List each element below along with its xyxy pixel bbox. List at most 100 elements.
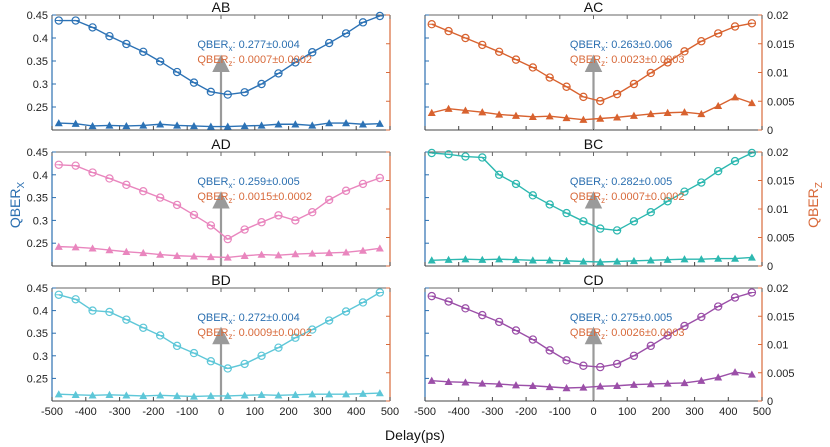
data-point-triangle bbox=[139, 121, 148, 129]
y-tick-label-right: 0.015 bbox=[767, 311, 795, 323]
data-point-triangle bbox=[325, 248, 334, 257]
data-point-triangle bbox=[714, 254, 723, 262]
data-point-triangle bbox=[731, 368, 740, 376]
data-point-triangle bbox=[240, 121, 249, 130]
panel-title: BD bbox=[211, 272, 230, 288]
data-point-triangle bbox=[478, 108, 487, 116]
data-point-triangle bbox=[747, 98, 756, 107]
data-point-triangle bbox=[562, 256, 571, 265]
data-point-triangle bbox=[680, 378, 689, 387]
x-tick-label: -300 bbox=[109, 406, 131, 418]
x-tick-label: 300 bbox=[313, 406, 331, 418]
y-tick-label-left: 0.3 bbox=[33, 351, 48, 363]
data-point-triangle bbox=[375, 119, 384, 127]
data-point-triangle bbox=[223, 253, 232, 261]
data-point-triangle bbox=[54, 119, 63, 127]
data-point-triangle bbox=[579, 383, 588, 391]
data-point-triangle bbox=[562, 113, 571, 122]
x-axis-label: Delay(ps) bbox=[385, 427, 445, 443]
data-point-triangle bbox=[495, 380, 504, 388]
data-point-triangle bbox=[461, 255, 470, 263]
x-tick-label: 500 bbox=[753, 406, 771, 418]
data-point-triangle bbox=[156, 120, 165, 128]
data-point-triangle bbox=[511, 255, 520, 263]
data-point-triangle bbox=[189, 252, 198, 260]
data-point-triangle bbox=[511, 111, 520, 119]
data-point-triangle bbox=[105, 246, 114, 254]
y-axis-label-left-main: QBER bbox=[7, 188, 23, 228]
panel-title: AD bbox=[211, 136, 230, 152]
y-tick-label-left: 0.3 bbox=[33, 79, 48, 91]
data-point-triangle bbox=[71, 390, 80, 398]
data-point-triangle bbox=[257, 121, 266, 129]
data-point-triangle bbox=[342, 390, 351, 398]
annotation-qber-x: QBERx: 0.275±0.005 bbox=[570, 312, 672, 326]
y-axis-label-left: QBERX bbox=[7, 181, 27, 228]
x-tick-label: -500 bbox=[414, 406, 436, 418]
x-tick-label: 100 bbox=[618, 406, 636, 418]
data-point-triangle bbox=[105, 121, 114, 129]
y-tick-label-right: 0 bbox=[767, 125, 773, 137]
panel-ac: 0 0.005 0.01 0.015 0.02 AC QBERx: 0.263±0.006Q… bbox=[424, 0, 795, 137]
panel-bd: -500 -400 -300 -200 -100 0 100 200 300 400 500 0.25… bbox=[27, 272, 400, 418]
data-point-triangle bbox=[342, 248, 351, 256]
panel-title: BC bbox=[584, 136, 603, 152]
data-point-triangle bbox=[579, 115, 588, 123]
series-line-right bbox=[58, 122, 380, 128]
y-tick-label-right: 0.005 bbox=[767, 233, 795, 245]
y-tick-label-right: 0.02 bbox=[767, 10, 788, 22]
annotation-qber-z: QBERz: 0.0023±0.0003 bbox=[570, 54, 685, 68]
data-point-triangle bbox=[206, 391, 215, 400]
x-tick-label: 300 bbox=[685, 406, 703, 418]
data-point-triangle bbox=[663, 108, 672, 116]
series-line-right bbox=[431, 96, 753, 121]
data-point-triangle bbox=[122, 247, 131, 255]
data-point-triangle bbox=[291, 390, 300, 398]
annotation-qber-x: QBERx: 0.282±0.005 bbox=[570, 176, 672, 190]
annotation-qber-x: QBERx: 0.259±0.005 bbox=[197, 176, 299, 190]
data-point-triangle bbox=[375, 389, 384, 397]
data-point-triangle bbox=[697, 255, 706, 263]
x-tick-label: 0 bbox=[218, 406, 224, 418]
panel-title: AC bbox=[584, 0, 603, 15]
data-point-triangle bbox=[308, 121, 317, 129]
data-point-triangle bbox=[274, 251, 283, 259]
y-tick-label-right: 0.02 bbox=[767, 147, 788, 159]
y-tick-label-right: 0.005 bbox=[767, 96, 795, 108]
data-point-triangle bbox=[375, 244, 384, 252]
data-point-triangle bbox=[54, 390, 63, 398]
x-tick-label: 200 bbox=[652, 406, 670, 418]
data-point-triangle bbox=[88, 391, 97, 399]
data-point-triangle bbox=[173, 391, 182, 400]
annotation-qber-z: QBERz: 0.0026±0.0003 bbox=[570, 327, 685, 341]
y-tick-label-left: 0.25 bbox=[27, 238, 48, 250]
data-point-triangle bbox=[629, 111, 638, 119]
data-point-triangle bbox=[646, 256, 655, 264]
data-point-triangle bbox=[461, 378, 470, 386]
y-tick-label-right: 0.02 bbox=[767, 283, 788, 295]
y-tick-label-right: 0.005 bbox=[767, 368, 795, 380]
panel-title: AB bbox=[212, 0, 231, 15]
data-point-triangle bbox=[325, 119, 334, 127]
y-tick-label-right: 0.01 bbox=[767, 68, 788, 80]
data-point-triangle bbox=[358, 120, 367, 128]
data-point-triangle bbox=[105, 390, 114, 398]
data-point-triangle bbox=[528, 256, 537, 264]
data-point-triangle bbox=[240, 391, 249, 399]
y-tick-label-left: 0.25 bbox=[27, 373, 48, 385]
data-point-triangle bbox=[88, 121, 97, 130]
data-point-triangle bbox=[747, 370, 756, 378]
x-tick-label: -100 bbox=[176, 406, 198, 418]
data-point-triangle bbox=[257, 250, 266, 258]
x-tick-label: -400 bbox=[448, 406, 470, 418]
y-tick-label-right: 0.01 bbox=[767, 340, 788, 352]
y-tick-label-left: 0.3 bbox=[33, 215, 48, 227]
data-point-triangle bbox=[562, 384, 571, 392]
data-point-triangle bbox=[461, 106, 470, 114]
panel-ab: 0.25 0.3 0.35 0.4 0.45 AB QBERx: 0.277±0.004QB… bbox=[27, 0, 391, 131]
data-point-triangle bbox=[189, 392, 198, 400]
data-point-triangle bbox=[189, 121, 198, 130]
data-point-triangle bbox=[342, 119, 351, 127]
data-point-triangle bbox=[596, 258, 605, 266]
